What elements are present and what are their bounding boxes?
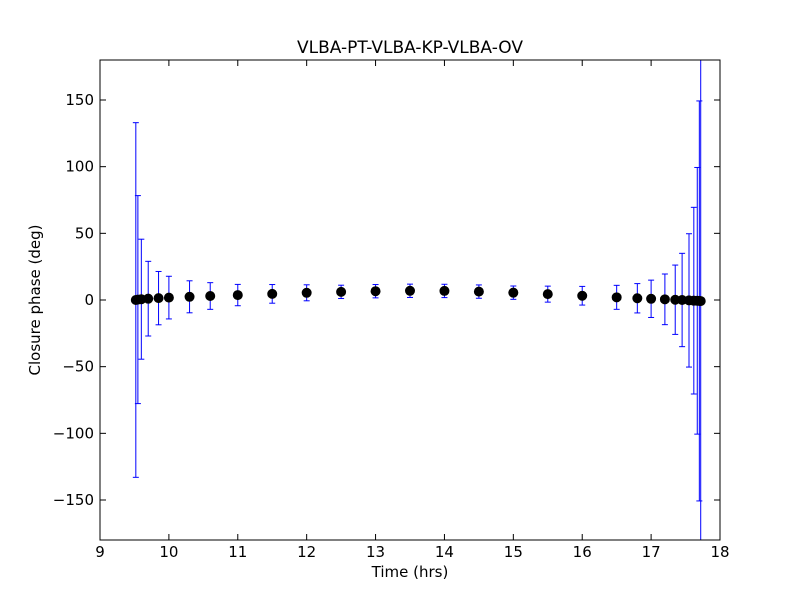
data-point (205, 291, 216, 301)
y-tick-label: 50 (75, 224, 94, 242)
data-point (232, 290, 243, 301)
y-tick-label: 150 (65, 91, 94, 109)
x-tick-label: 16 (573, 543, 592, 561)
y-tick-label: 100 (65, 158, 94, 176)
x-tick-label: 18 (710, 543, 729, 561)
data-point (611, 292, 622, 303)
data-point (542, 289, 553, 300)
x-axis-label: Time (hrs) (371, 563, 449, 581)
y-tick-label: −150 (53, 491, 94, 509)
axes-frame (99, 59, 721, 541)
y-tick-label: −50 (62, 358, 94, 376)
data-point (184, 291, 195, 302)
chart-title: VLBA-PT-VLBA-KP-VLBA-OV (297, 38, 523, 58)
data-point (163, 292, 174, 303)
data-point (695, 296, 706, 307)
data-point (439, 285, 450, 296)
x-tick-label: 14 (435, 543, 454, 561)
data-point (577, 290, 588, 301)
data-point (632, 293, 643, 304)
data-point (659, 294, 670, 305)
x-tick-label: 17 (642, 543, 661, 561)
x-tick-label: 10 (159, 543, 178, 561)
data-point (405, 285, 415, 296)
data-point (301, 287, 312, 298)
ticks: 9 10 11 12 13 14 15 16 17 18 −150 −100 −50 0 50 100 150 (53, 60, 730, 561)
y-tick-label: 0 (84, 291, 94, 309)
data-point (370, 286, 381, 297)
data-point (473, 286, 484, 297)
data-point (153, 293, 164, 304)
y-tick-label: −100 (53, 424, 94, 442)
data-point (646, 293, 657, 304)
data-point (508, 287, 519, 298)
x-tick-label: 9 (95, 543, 105, 561)
x-tick-label: 12 (297, 543, 316, 561)
x-tick-label: 11 (228, 543, 247, 561)
plot-area (130, 60, 706, 540)
y-axis-label: Closure phase (deg) (26, 225, 44, 376)
x-tick-label: 13 (366, 543, 385, 561)
x-tick-label: 15 (504, 543, 523, 561)
data-point (267, 288, 278, 299)
data-point (143, 293, 154, 304)
data-point (336, 286, 347, 297)
